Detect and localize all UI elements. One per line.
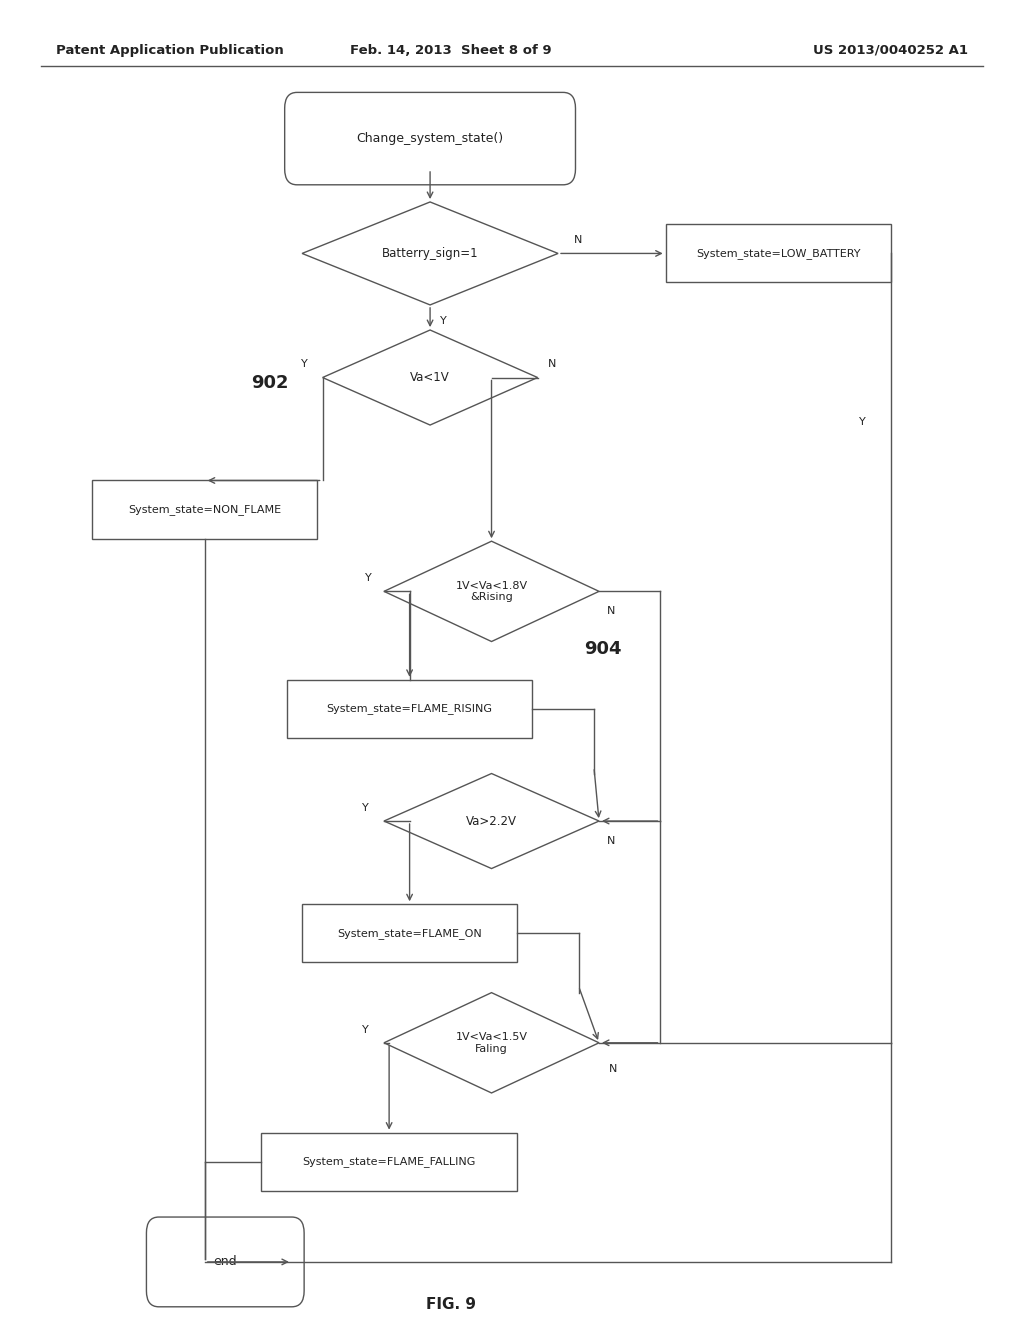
Text: 1V<Va<1.8V
&Rising: 1V<Va<1.8V &Rising xyxy=(456,581,527,602)
Text: Feb. 14, 2013  Sheet 8 of 9: Feb. 14, 2013 Sheet 8 of 9 xyxy=(350,44,551,57)
Text: Va>2.2V: Va>2.2V xyxy=(466,814,517,828)
Text: 1V<Va<1.5V
Faling: 1V<Va<1.5V Faling xyxy=(456,1032,527,1053)
Text: System_state=FLAME_RISING: System_state=FLAME_RISING xyxy=(327,704,493,714)
Bar xyxy=(302,904,517,962)
Text: N: N xyxy=(607,606,615,616)
Polygon shape xyxy=(384,541,599,642)
Polygon shape xyxy=(384,774,599,869)
Text: Patent Application Publication: Patent Application Publication xyxy=(56,44,284,57)
Text: Y: Y xyxy=(301,359,307,370)
Polygon shape xyxy=(323,330,538,425)
Text: end: end xyxy=(213,1255,238,1269)
Text: 902: 902 xyxy=(251,374,289,392)
Bar xyxy=(666,224,891,282)
Text: N: N xyxy=(573,235,582,246)
FancyBboxPatch shape xyxy=(146,1217,304,1307)
Text: System_state=FLAME_FALLING: System_state=FLAME_FALLING xyxy=(302,1156,476,1167)
Text: Y: Y xyxy=(362,1024,369,1035)
Text: 904: 904 xyxy=(584,640,622,659)
Bar xyxy=(287,680,532,738)
Text: System_state=LOW_BATTERY: System_state=LOW_BATTERY xyxy=(696,248,860,259)
Text: Y: Y xyxy=(440,315,447,326)
Text: Batterry_sign=1: Batterry_sign=1 xyxy=(382,247,478,260)
Polygon shape xyxy=(302,202,558,305)
Text: FIG. 9: FIG. 9 xyxy=(426,1296,475,1312)
Polygon shape xyxy=(384,993,599,1093)
Bar xyxy=(261,1133,517,1191)
Text: Y: Y xyxy=(858,417,865,428)
Bar xyxy=(92,480,317,539)
Text: System_state=FLAME_ON: System_state=FLAME_ON xyxy=(337,928,482,939)
Text: Y: Y xyxy=(362,803,369,813)
Text: Change_system_state(): Change_system_state() xyxy=(356,132,504,145)
Text: N: N xyxy=(607,836,615,846)
Text: N: N xyxy=(548,359,556,370)
Text: N: N xyxy=(609,1064,617,1074)
Text: Y: Y xyxy=(366,573,372,583)
Text: System_state=NON_FLAME: System_state=NON_FLAME xyxy=(128,504,282,515)
Text: Va<1V: Va<1V xyxy=(411,371,450,384)
FancyBboxPatch shape xyxy=(285,92,575,185)
Text: US 2013/0040252 A1: US 2013/0040252 A1 xyxy=(813,44,968,57)
